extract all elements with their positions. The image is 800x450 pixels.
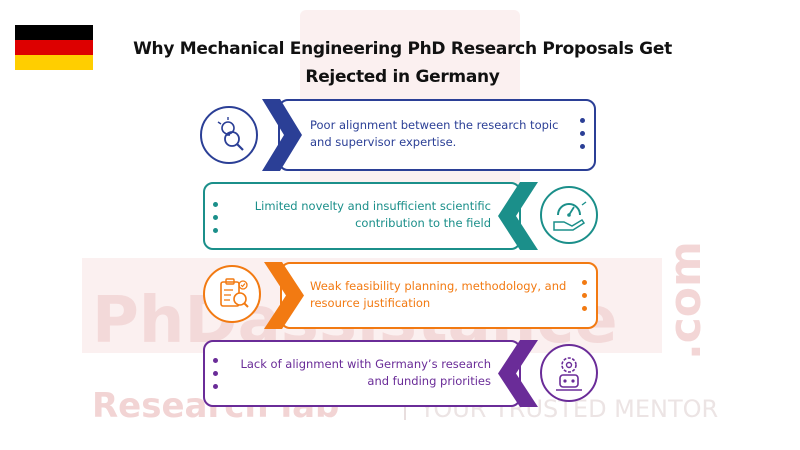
watermark-domain: .com [660, 241, 711, 360]
reason-card-3 [280, 262, 598, 329]
hand-gauge-icon [553, 201, 587, 231]
reason-icon-circle-2 [540, 186, 598, 244]
reason-text-3: Weak feasibility planning, methodology, … [310, 279, 567, 310]
flag-stripe-red [15, 40, 93, 55]
reason-card-1 [278, 99, 596, 171]
chevron-right-icon [262, 99, 302, 171]
reason-text-4: Lack of alignment with Germany’s researc… [240, 357, 491, 388]
reason-icon-circle-1 [200, 106, 258, 164]
clipboard-check-icon [220, 278, 249, 308]
reason-text-2: Limited novelty and insufficient scienti… [254, 199, 491, 230]
reason-icon-circle-4 [540, 344, 598, 402]
reason-card-2 [203, 182, 521, 250]
flag-stripe-black [15, 25, 93, 40]
reason-icon-circle-3 [203, 265, 261, 323]
chevron-right-icon [264, 262, 304, 329]
reason-card-4 [203, 340, 521, 407]
chevron-left-icon [498, 340, 538, 407]
flag-stripe-gold [15, 55, 93, 70]
germany-flag [15, 25, 93, 70]
reason-dots-4 [213, 358, 219, 397]
reason-dots-3 [582, 280, 588, 319]
gear-vision-icon [556, 357, 582, 391]
reason-dots-1 [580, 118, 586, 157]
reason-dots-2 [213, 202, 219, 241]
page-title: Why Mechanical Engineering PhD Research … [133, 39, 672, 87]
reason-text-1: Poor alignment between the research topi… [310, 118, 559, 149]
chevron-left-icon [498, 182, 538, 250]
idea-search-icon [217, 117, 244, 151]
